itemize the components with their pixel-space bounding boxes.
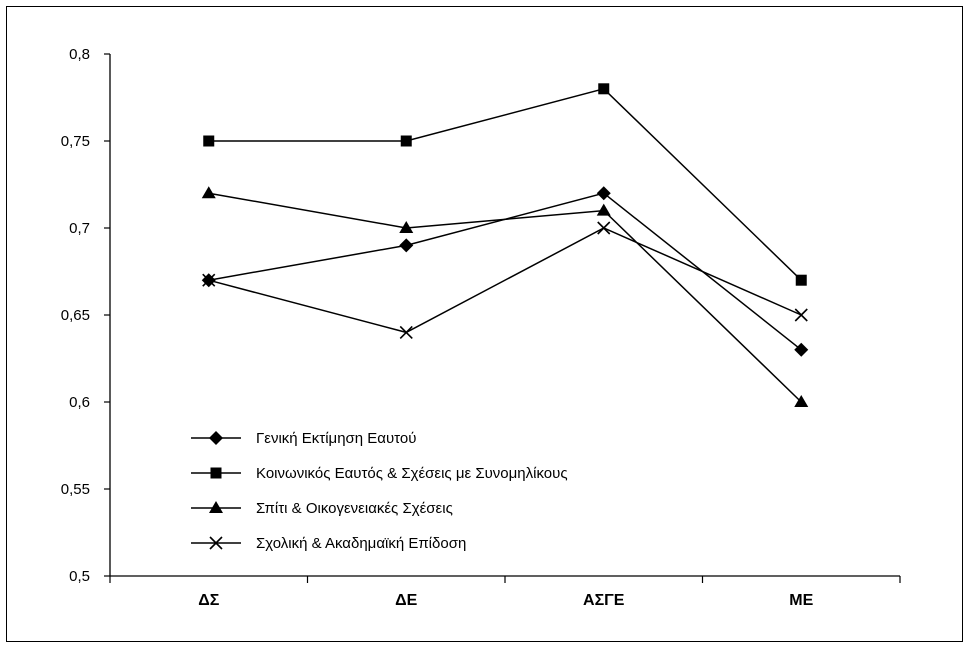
chart-frame <box>6 6 963 642</box>
data-point-square <box>795 274 807 286</box>
chart-series <box>201 83 809 407</box>
x-tick-label: ΔΕ <box>395 592 418 609</box>
data-point-triangle <box>794 395 809 407</box>
data-point-diamond <box>794 342 809 357</box>
data-point-diamond <box>399 238 414 253</box>
y-tick-label: 0,65 <box>61 307 90 324</box>
y-tick-label: 0,8 <box>69 46 90 63</box>
legend-marker-square <box>210 467 222 479</box>
chart-axes: 0,5 0,55 0,6 0,65 0,7 0,75 0,8 ΔΣ ΔΕ ΑΣΓΕ ΜΕ <box>61 46 901 609</box>
legend-label: Κοινωνικός Εαυτός & Σχέσεις με Συνομηλίκ… <box>256 465 568 482</box>
x-tick-label: ΔΣ <box>198 592 220 609</box>
data-point-triangle <box>201 186 216 199</box>
data-point-triangle <box>399 221 414 233</box>
series-line-1 <box>208 192 802 351</box>
data-point-diamond <box>596 186 611 201</box>
y-tick-label: 0,6 <box>69 394 90 411</box>
data-point-triangle <box>596 203 611 216</box>
data-point-square <box>400 135 412 147</box>
chart-legend: Γενική Εκτίμηση Εαυτού Κοινωνικός Εαυτός … <box>191 430 568 552</box>
series-line-4 <box>208 227 802 334</box>
legend-marker-diamond <box>209 431 223 445</box>
data-point-x <box>597 221 611 235</box>
series-line-2 <box>208 87 802 281</box>
x-tick-label: ΑΣΓΕ <box>583 592 625 609</box>
y-tick-label: 0,55 <box>61 481 90 498</box>
legend-label: Σπίτι & Οικογενειακές Σχέσεις <box>256 500 453 517</box>
data-point-x <box>202 273 216 287</box>
legend-marker-triangle <box>209 501 223 513</box>
legend-label: Σχολική & Ακαδημαϊκή Επίδοση <box>256 535 466 552</box>
y-tick-label: 0,7 <box>69 220 90 237</box>
data-point-square <box>203 135 215 147</box>
series-line-3 <box>208 192 802 403</box>
data-point-x <box>794 308 808 322</box>
data-point-x <box>399 325 413 339</box>
y-tick-label: 0,75 <box>61 133 90 150</box>
x-tick-label: ΜΕ <box>789 592 813 609</box>
y-tick-label: 0,5 <box>69 568 90 585</box>
legend-label: Γενική Εκτίμηση Εαυτού <box>256 430 416 447</box>
legend-marker-x <box>209 536 223 550</box>
data-point-square <box>598 83 610 95</box>
